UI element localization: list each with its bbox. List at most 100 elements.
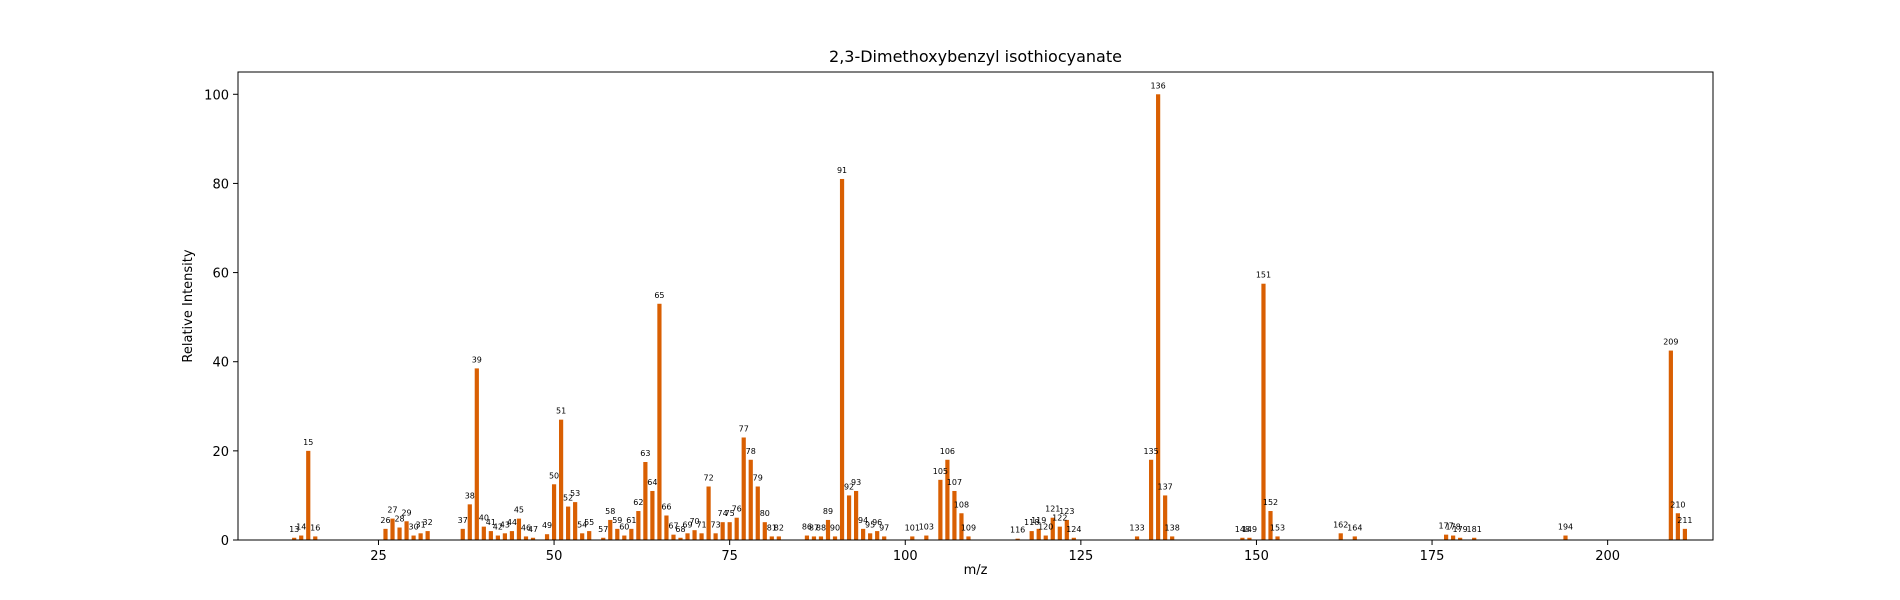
bar-mz-45 xyxy=(516,518,522,540)
bar-mz-68 xyxy=(678,537,683,540)
bar-label-mz-135: 135 xyxy=(1143,447,1158,456)
bar-label-mz-46: 46 xyxy=(521,523,531,532)
bar-mz-77 xyxy=(741,437,746,540)
y-axis-label: Relative Intensity xyxy=(181,249,196,362)
bar-label-mz-66: 66 xyxy=(661,502,671,511)
bar-label-mz-38: 38 xyxy=(465,491,475,500)
bar-mz-136 xyxy=(1156,94,1161,540)
bar-mz-178 xyxy=(1451,535,1456,540)
bar-mz-70 xyxy=(692,530,697,540)
bar-mz-27 xyxy=(390,518,395,540)
bar-mz-46 xyxy=(523,536,529,540)
bar-mz-47 xyxy=(530,537,536,540)
bar-label-mz-76: 76 xyxy=(732,505,742,514)
bar-mz-124 xyxy=(1071,537,1076,540)
bar-label-mz-42: 42 xyxy=(493,523,503,532)
bar-mz-53 xyxy=(573,502,578,540)
x-tick-label: 175 xyxy=(1420,549,1445,564)
bar-mz-54 xyxy=(580,533,585,540)
x-tick-label: 200 xyxy=(1595,549,1620,564)
bar-mz-43 xyxy=(502,533,507,540)
bar-label-mz-92: 92 xyxy=(844,482,854,491)
bar-mz-118 xyxy=(1029,531,1034,540)
bar-mz-103 xyxy=(924,535,929,540)
y-axis: 0 20 40 60 80 100 xyxy=(204,88,238,549)
x-tick-label: 125 xyxy=(1068,549,1093,564)
bar-label-mz-40: 40 xyxy=(479,514,489,523)
bar-mz-15 xyxy=(306,450,311,540)
bar-mz-137 xyxy=(1163,495,1168,540)
bar-mz-72 xyxy=(706,486,711,540)
bar-label-mz-59: 59 xyxy=(612,516,622,525)
y-tick-label: 80 xyxy=(212,177,229,192)
bar-label-mz-51: 51 xyxy=(556,407,566,416)
bar-label-mz-119: 119 xyxy=(1031,516,1046,525)
bar-label-mz-94: 94 xyxy=(858,516,868,525)
bar-label-mz-60: 60 xyxy=(619,523,629,532)
bar-label-mz-137: 137 xyxy=(1157,482,1172,491)
bar-mz-31 xyxy=(418,533,423,540)
bar-label-mz-79: 79 xyxy=(753,474,763,483)
bar-mz-75 xyxy=(727,522,732,540)
bar-label-mz-121: 121 xyxy=(1045,505,1060,514)
bar-mz-97 xyxy=(882,536,887,540)
bar-mz-86 xyxy=(804,535,810,540)
bar-mz-138 xyxy=(1170,536,1175,540)
bar-label-mz-26: 26 xyxy=(380,516,390,525)
bar-mz-40 xyxy=(481,526,486,540)
bar-label-mz-210: 210 xyxy=(1670,500,1685,509)
bar-label-mz-95: 95 xyxy=(865,520,875,529)
bar-mz-121 xyxy=(1050,517,1055,540)
bar-group xyxy=(292,94,1687,540)
bar-mz-123 xyxy=(1064,519,1069,540)
bar-label-mz-88: 88 xyxy=(816,523,826,532)
bar-mz-71 xyxy=(699,533,704,540)
bar-label-mz-152: 152 xyxy=(1263,498,1278,507)
bar-label-mz-107: 107 xyxy=(947,478,962,487)
bar-mz-177 xyxy=(1444,534,1449,540)
bar-mz-38 xyxy=(467,504,472,540)
bar-label-mz-50: 50 xyxy=(549,471,559,480)
bar-mz-50 xyxy=(551,484,557,540)
bar-mz-122 xyxy=(1057,526,1062,540)
bar-label-mz-47: 47 xyxy=(528,525,538,534)
bar-label-mz-44: 44 xyxy=(507,518,517,527)
bar-label-mz-97: 97 xyxy=(879,523,889,532)
bar-label-mz-120: 120 xyxy=(1038,523,1053,532)
bar-mz-39 xyxy=(474,368,479,540)
x-axis: 25 50 75 100 125 150 175 200 xyxy=(370,540,1620,564)
y-tick-label: 20 xyxy=(212,445,229,460)
bar-label-mz-14: 14 xyxy=(296,523,306,532)
bar-label-mz-43: 43 xyxy=(500,520,510,529)
bar-mz-116 xyxy=(1015,538,1020,540)
bar-label-mz-29: 29 xyxy=(401,508,411,517)
bar-label-mz-122: 122 xyxy=(1052,514,1067,523)
bar-label-mz-41: 41 xyxy=(486,518,496,527)
bar-mz-92 xyxy=(846,495,852,540)
bar-label-mz-133: 133 xyxy=(1129,523,1144,532)
bar-mz-74 xyxy=(720,522,725,540)
bar-label-mz-211: 211 xyxy=(1677,516,1692,525)
bar-mz-106 xyxy=(945,459,950,540)
bar-label-mz-62: 62 xyxy=(633,498,643,507)
bar-label-mz-72: 72 xyxy=(704,474,714,483)
bar-mz-65 xyxy=(657,303,662,540)
bar-mz-109 xyxy=(966,536,971,540)
bar-mz-82 xyxy=(776,536,781,540)
bar-label-mz-178: 178 xyxy=(1445,523,1460,532)
bar-label-mz-49: 49 xyxy=(542,521,552,530)
bar-mz-94 xyxy=(861,528,866,540)
bar-label-mz-80: 80 xyxy=(760,509,770,518)
bar-label-mz-103: 103 xyxy=(919,523,934,532)
bar-mz-120 xyxy=(1043,535,1048,540)
bar-label-mz-81: 81 xyxy=(767,523,777,532)
bar-mz-16 xyxy=(313,536,318,540)
bar-label-mz-105: 105 xyxy=(933,467,948,476)
bar-label-mz-138: 138 xyxy=(1165,523,1180,532)
bar-label-mz-89: 89 xyxy=(823,507,833,516)
bar-mz-90 xyxy=(832,536,838,540)
bar-label-mz-106: 106 xyxy=(940,447,955,456)
bar-mz-28 xyxy=(397,527,402,540)
bar-mz-49 xyxy=(544,534,550,540)
